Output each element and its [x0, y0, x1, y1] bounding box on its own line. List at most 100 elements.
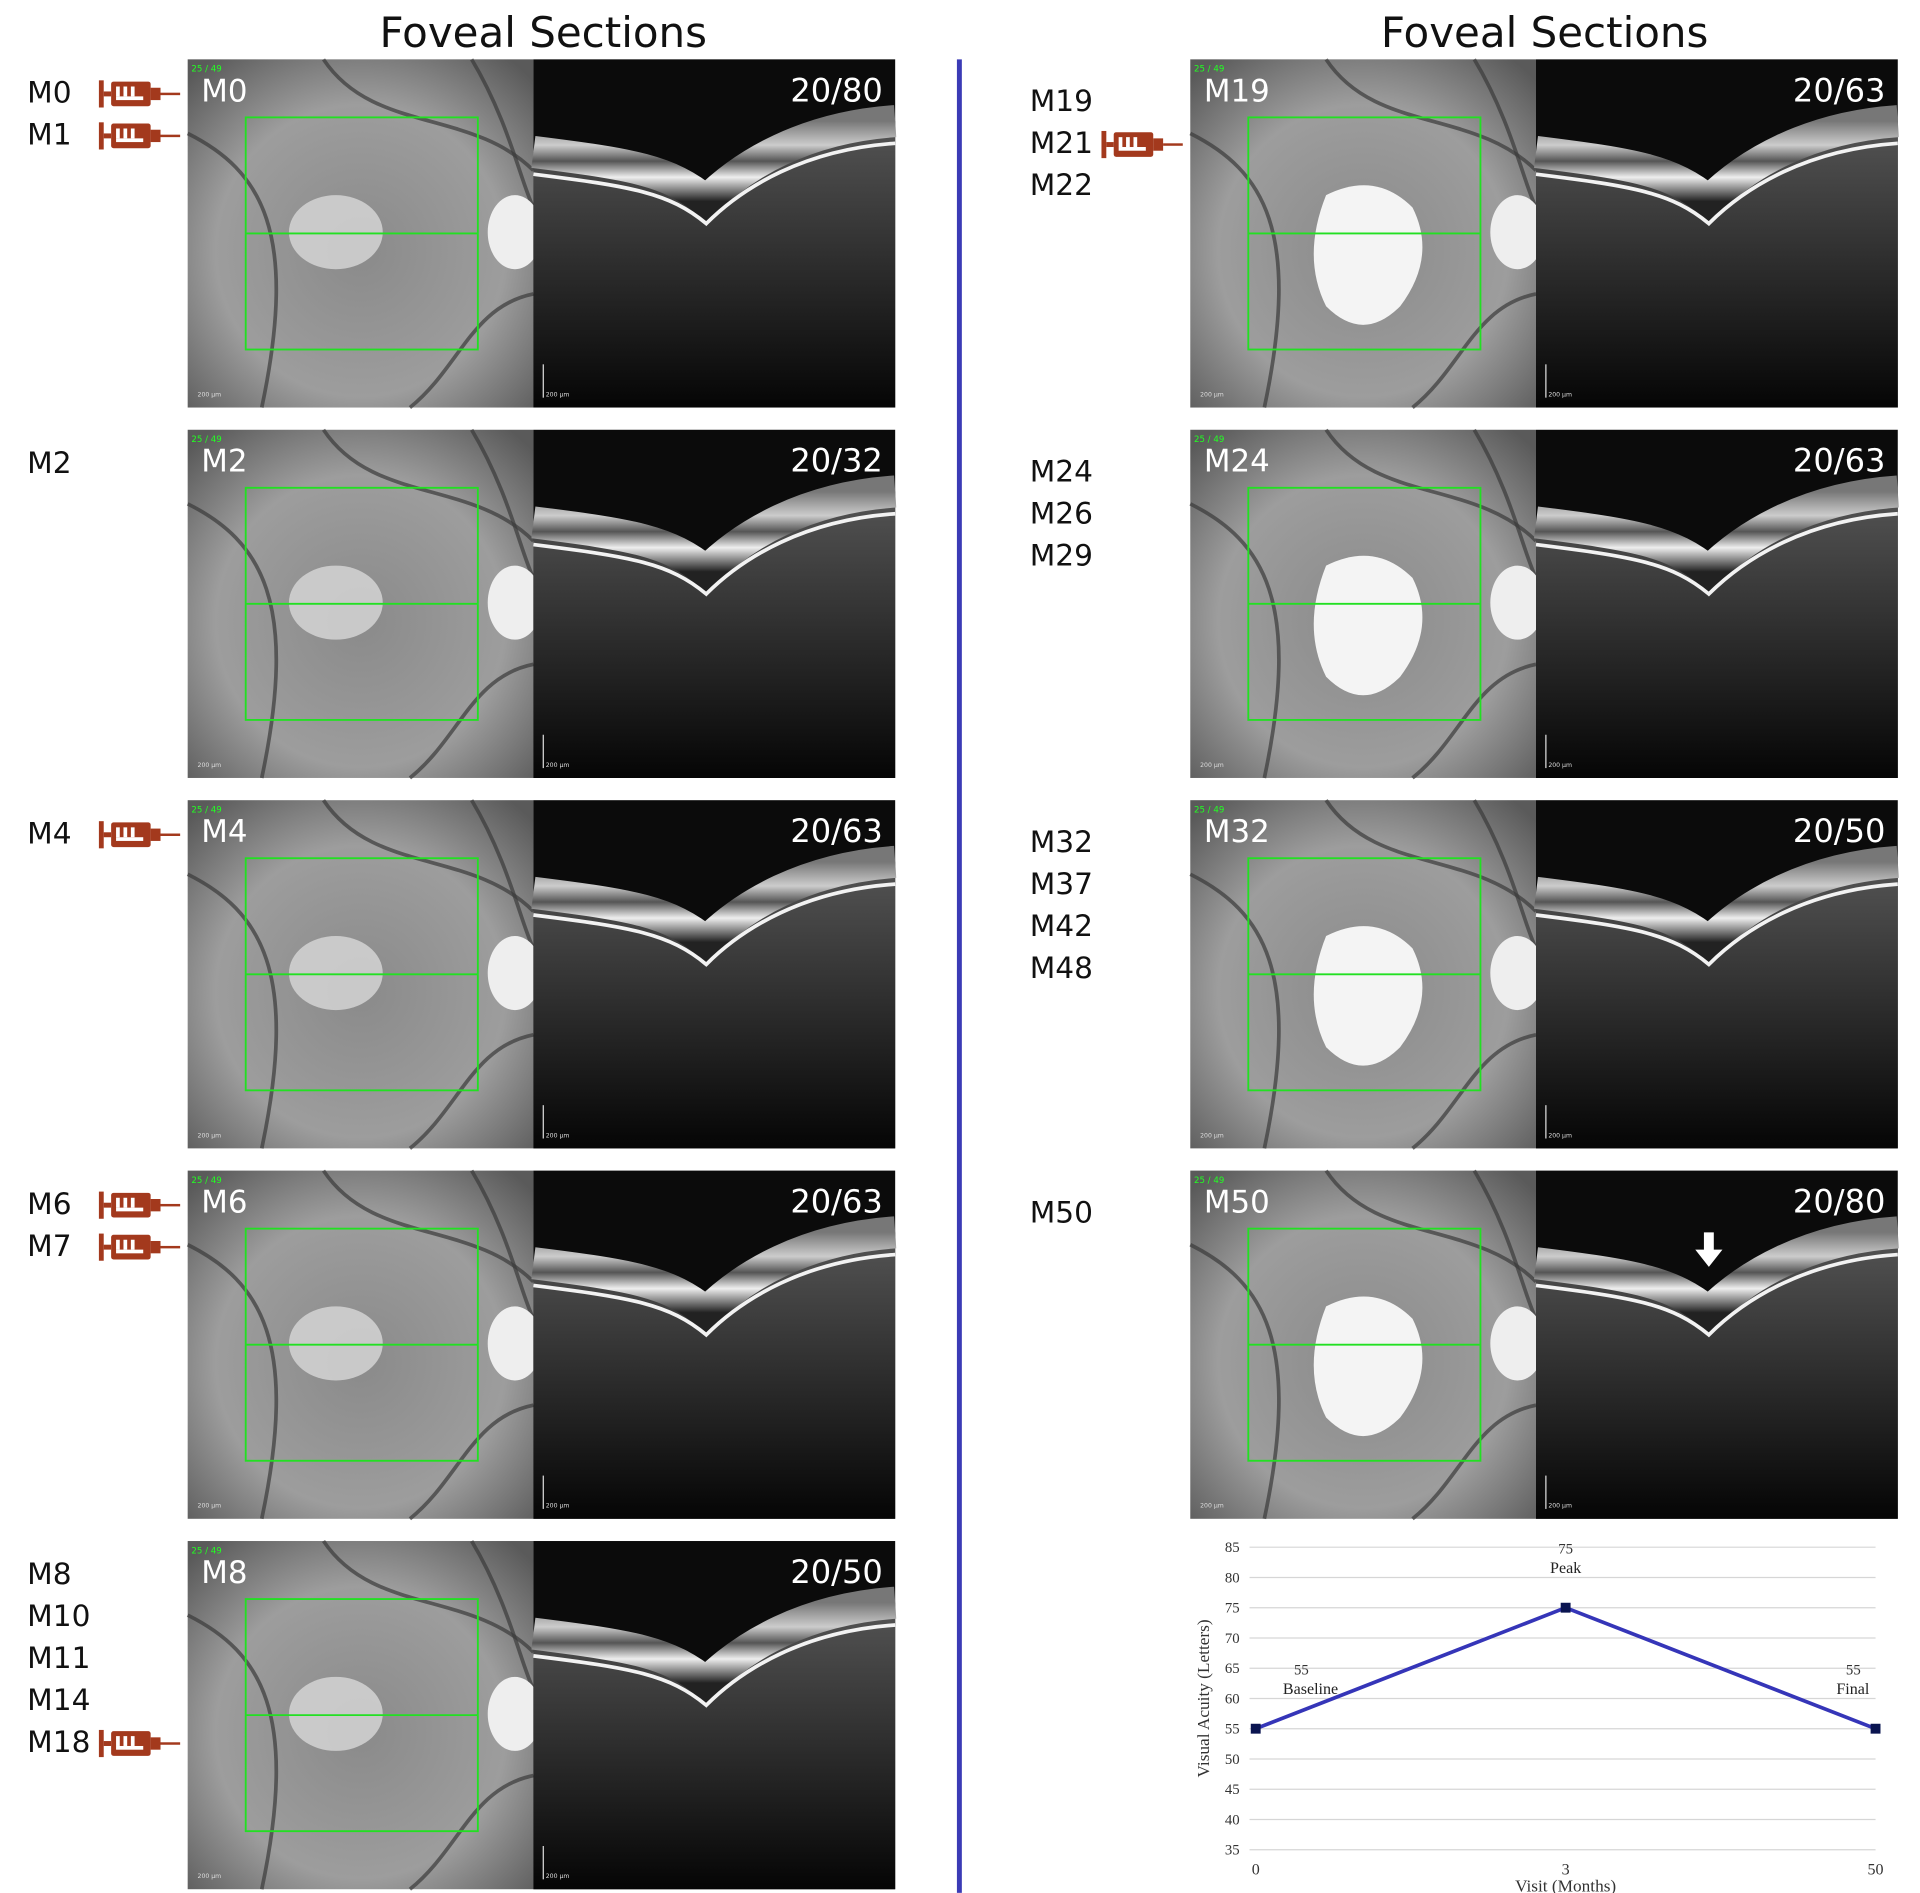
- scale-label: 200 µm: [1200, 391, 1224, 398]
- annotation: Peak: [1550, 1560, 1582, 1577]
- panel-label: M24: [1204, 444, 1270, 480]
- vessel: [408, 662, 534, 780]
- injection-icon: [98, 1233, 181, 1261]
- vessel: [186, 1613, 279, 1890]
- acuity: 20/50: [1793, 812, 1886, 850]
- visit-label: M4: [27, 815, 71, 850]
- panel-label: M19: [1204, 73, 1270, 109]
- marker: [1870, 1723, 1881, 1734]
- scale-label: 200 µm: [1200, 1132, 1224, 1139]
- oct-rpe: [533, 882, 896, 967]
- acuity: 20/63: [790, 812, 883, 850]
- vessel: [1324, 428, 1538, 543]
- visit-label: M26: [1030, 496, 1093, 531]
- panel: M24 20/63 25 / 49 200 µm 200 µm: [1189, 428, 1899, 780]
- scale-label: 200 µm: [1200, 1503, 1224, 1510]
- vessel: [470, 799, 536, 950]
- scale-label: 200 µm: [198, 391, 222, 398]
- visit-label: M21: [1030, 125, 1093, 160]
- optic-disc: [1490, 195, 1545, 270]
- vessel: [408, 292, 534, 409]
- scale-label: 200 µm: [1548, 762, 1572, 769]
- visit-label: M7: [27, 1228, 71, 1263]
- acuity: 20/63: [790, 1183, 883, 1221]
- column-title: Foveal Sections: [380, 8, 708, 57]
- y-tick-label: 80: [1225, 1570, 1240, 1586]
- oct-rpe: [533, 1623, 896, 1708]
- scale-label: 200 µm: [546, 1873, 570, 1880]
- vessel: [1324, 1169, 1538, 1284]
- lesion: [1313, 1296, 1423, 1437]
- frame-label: 25 / 49: [1194, 806, 1224, 816]
- panel-label: M2: [201, 444, 247, 480]
- vessel: [321, 799, 535, 913]
- annotation: Final: [1836, 1681, 1870, 1698]
- vessel: [321, 428, 535, 543]
- y-tick-label: 70: [1225, 1631, 1240, 1647]
- panel: M8 20/50 25 / 49 200 µm 200 µm: [186, 1539, 897, 1891]
- visit-label: M19: [1030, 83, 1093, 118]
- frame-label: 25 / 49: [191, 1546, 221, 1556]
- oct-layer: [1534, 105, 1899, 224]
- vessel: [1411, 1403, 1537, 1521]
- oct-retina: [533, 1602, 896, 1890]
- scale-label: 200 µm: [198, 762, 222, 769]
- y-tick-label: 85: [1225, 1540, 1240, 1556]
- x-axis-label: Visit (Months): [1515, 1877, 1616, 1893]
- vessel: [186, 872, 279, 1149]
- visit-label: M48: [1030, 950, 1093, 985]
- frame-label: 25 / 49: [1194, 65, 1224, 75]
- vessel: [470, 428, 536, 579]
- visit-label: M18: [27, 1724, 90, 1759]
- vessel: [1411, 292, 1537, 409]
- x-tick-label: 0: [1252, 1861, 1260, 1878]
- scale-label: 200 µm: [546, 762, 570, 769]
- panel-label: M0: [201, 73, 247, 109]
- frame-label: 25 / 49: [191, 806, 221, 816]
- data-label: 55: [1846, 1662, 1861, 1678]
- vessel: [321, 1539, 535, 1654]
- vessel: [321, 1169, 535, 1284]
- panel-label: M6: [201, 1185, 247, 1221]
- frame-label: 25 / 49: [1194, 1176, 1224, 1186]
- frame-label: 25 / 49: [191, 65, 221, 75]
- visit-label: M8: [27, 1556, 71, 1591]
- vessel: [1411, 662, 1537, 780]
- lesion: [1313, 555, 1423, 696]
- acuity: 20/32: [790, 442, 883, 480]
- oct-retina: [533, 861, 896, 1149]
- vessel: [408, 1032, 534, 1150]
- visit-label: M32: [1030, 824, 1093, 859]
- panel-label: M50: [1204, 1185, 1270, 1221]
- scale-label: 200 µm: [198, 1873, 222, 1880]
- lesion: [288, 565, 383, 640]
- injection-icon: [1101, 130, 1183, 159]
- oct-rpe: [533, 141, 896, 227]
- vessel: [1324, 799, 1538, 913]
- marker: [1560, 1602, 1571, 1613]
- y-tick-label: 45: [1225, 1782, 1240, 1798]
- lesion: [1313, 926, 1423, 1066]
- lesion: [1313, 185, 1423, 325]
- oct-layer: [1534, 1216, 1899, 1335]
- oct-layer: [1534, 475, 1899, 594]
- scale-label: 200 µm: [546, 1503, 570, 1510]
- visit-label: M29: [1030, 538, 1093, 573]
- optic-disc: [1490, 1306, 1545, 1381]
- scale-label: 200 µm: [198, 1132, 222, 1139]
- oct-layer: [531, 475, 897, 594]
- panel: M4 20/63 25 / 49 200 µm 200 µm: [186, 799, 897, 1150]
- optic-disc: [1490, 936, 1545, 1011]
- injection-icon: [98, 1191, 181, 1219]
- injection-icon: [98, 1729, 181, 1758]
- acuity: 20/80: [790, 71, 883, 109]
- vessel: [1324, 58, 1538, 172]
- oct-retina: [533, 121, 896, 408]
- oct-rpe: [1535, 882, 1898, 967]
- visit-label: M50: [1030, 1194, 1093, 1229]
- frame-label: 25 / 49: [1194, 435, 1224, 445]
- panel-label: M4: [201, 814, 247, 850]
- panel: M19 20/63 25 / 49 200 µm 200 µm: [1189, 58, 1899, 409]
- oct-layer: [531, 845, 897, 964]
- oct-retina: [1536, 121, 1898, 408]
